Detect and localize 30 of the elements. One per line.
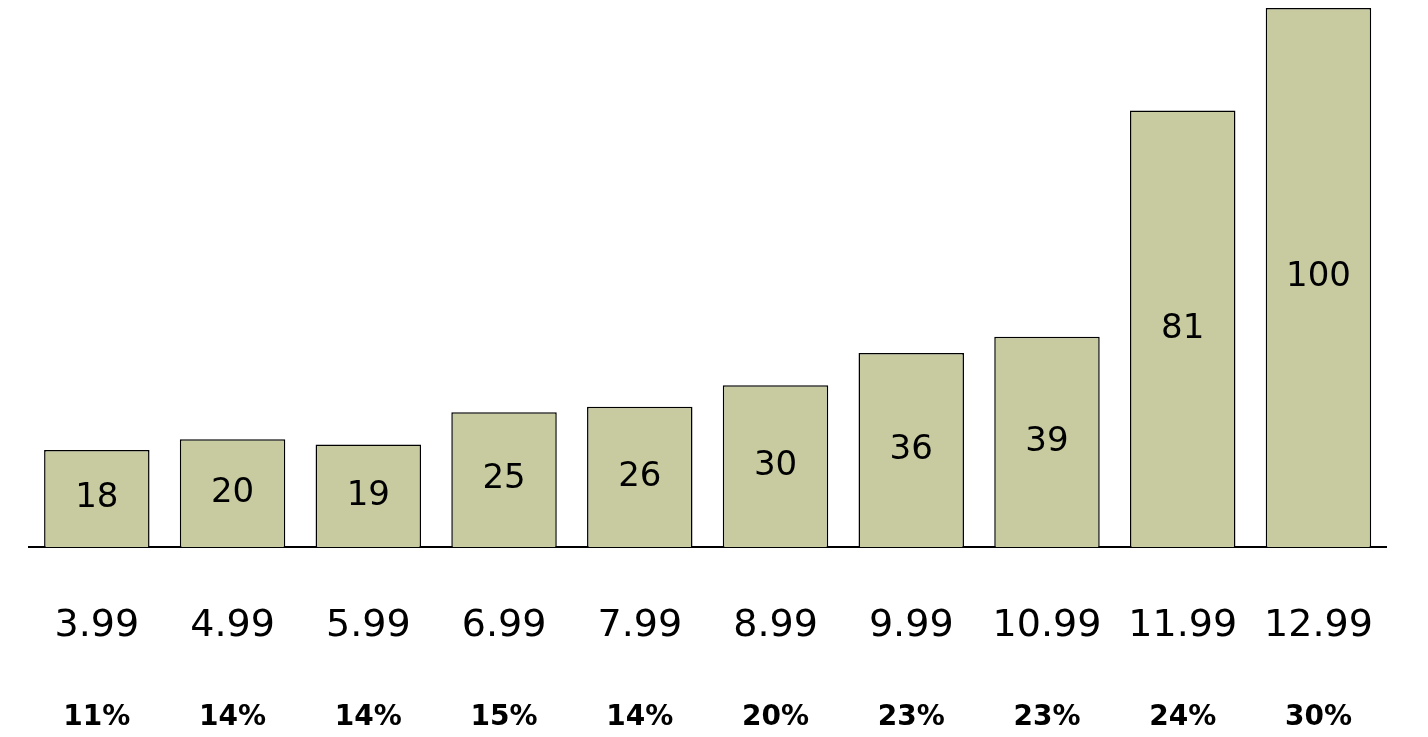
text: 14%	[334, 699, 402, 733]
data-label: 36	[889, 426, 933, 467]
x-tick-label: 7.99	[597, 600, 683, 645]
text: 30%	[1284, 699, 1352, 733]
text: 14%	[199, 699, 267, 733]
data-label: 25	[482, 456, 526, 497]
text: 11%	[63, 699, 131, 733]
data-label: 20	[210, 469, 255, 510]
x-tick-label: 8.99	[733, 600, 818, 645]
text: 23%	[1013, 699, 1081, 733]
data-label: 30	[753, 442, 798, 483]
text: 14%	[606, 699, 674, 733]
x-tick-label: 3.99	[54, 600, 140, 645]
text: 20%	[741, 699, 810, 733]
text: 24%	[1149, 699, 1217, 733]
data-label: 26	[618, 453, 662, 494]
text: 15%	[470, 699, 538, 733]
x-tick-label: 12.99	[1264, 600, 1373, 645]
data-label: 100	[1286, 254, 1351, 295]
data-label: 81	[1161, 305, 1205, 346]
text: 23%	[877, 699, 945, 733]
x-tick-label: 6.99	[461, 600, 547, 645]
x-tick-label: 5.99	[325, 600, 411, 645]
data-label: 39	[1025, 418, 1069, 459]
data-label: 18	[75, 475, 119, 516]
data-label: 19	[346, 472, 390, 513]
x-tick-label: 4.99	[190, 600, 275, 645]
x-tick-label: 11.99	[1128, 600, 1238, 645]
x-tick-label: 10.99	[992, 600, 1102, 645]
x-tick-label: 9.99	[868, 600, 954, 645]
